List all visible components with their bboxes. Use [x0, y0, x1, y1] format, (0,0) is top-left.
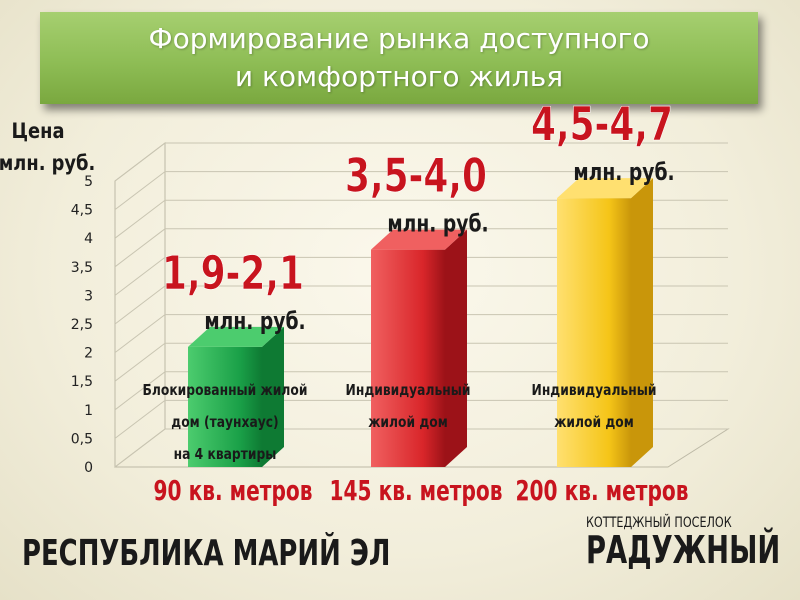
- bar-side: [445, 229, 467, 467]
- bar-description-line: дом (таунхаус): [171, 414, 278, 431]
- y-tick-label: 4,5: [71, 203, 93, 219]
- title-banner: Формирование рынка доступного и комфортн…: [40, 12, 758, 104]
- bar-front: [371, 249, 445, 467]
- bar-group: 3,5-4,0 млн. руб. Индивидуальный жилой дом 1…: [330, 149, 503, 507]
- bar-description-line: Индивидуальный: [532, 382, 657, 399]
- bar-description-line: на 4 квартиры: [174, 446, 277, 463]
- gridline: [114, 256, 728, 296]
- y-tick-label: 4: [84, 231, 93, 247]
- y-tick-label: 1: [84, 403, 93, 419]
- y-tick-label: 5: [84, 174, 93, 190]
- y-tick-label: 2: [84, 346, 93, 362]
- settlement-caption: КОТТЕДЖНЫЙ ПОСЕЛОК: [586, 514, 732, 531]
- bar-price-label: 4,5-4,7: [531, 98, 673, 152]
- bar-front: [188, 346, 262, 467]
- bar-description-line: жилой дом: [554, 414, 634, 431]
- bar-top: [557, 178, 653, 199]
- bar-price-label: 1,9-2,1: [162, 247, 304, 301]
- bar-series: 1,9-2,1 млн. руб. Блокированный жилой дом (…: [143, 98, 689, 507]
- bar-area-label: 200 кв. метров: [516, 474, 689, 507]
- y-tick-label: 2,5: [71, 317, 93, 333]
- gridline: [114, 228, 728, 268]
- gridline: [114, 142, 728, 182]
- gridline: [114, 399, 728, 439]
- bar-group: 4,5-4,7 млн. руб. Индивидуальный жилой дом 2…: [516, 98, 689, 507]
- bar-side: [631, 178, 653, 467]
- bar-description-line: жилой дом: [368, 414, 448, 431]
- y-axis-label-line-1: Цена: [12, 119, 65, 144]
- bar-front: [557, 198, 631, 467]
- bar-side: [262, 326, 284, 467]
- y-tick-label: 1,5: [71, 374, 93, 390]
- gridline: [114, 285, 728, 325]
- gridline: [114, 371, 728, 411]
- gridline: [114, 428, 728, 468]
- bar-area-label: 90 кв. метров: [154, 474, 313, 507]
- bar-unit-label: млн. руб.: [573, 159, 674, 187]
- title-line-1: Формирование рынка доступного: [148, 22, 650, 55]
- y-axis-ticks: 0 0,5 1 1,5 2 2,5 3 3,5 4 4,5 5: [71, 174, 93, 476]
- y-tick-label: 0: [84, 460, 93, 476]
- y-tick-label: 0,5: [71, 431, 93, 447]
- bar-top: [188, 326, 284, 347]
- bar-area-label: 145 кв. метров: [330, 474, 503, 507]
- gridline: [114, 171, 728, 210]
- bar-group: 1,9-2,1 млн. руб. Блокированный жилой дом (…: [143, 246, 313, 507]
- bar-description-line: Блокированный жилой: [143, 382, 308, 399]
- region-label: РЕСПУБЛИКА МАРИЙ ЭЛ: [22, 531, 390, 575]
- gridline: [114, 199, 728, 239]
- settlement-name: РАДУЖНЫЙ: [586, 526, 780, 572]
- bar-top: [371, 229, 467, 250]
- y-axis-label-line-2: млн. руб.: [0, 151, 95, 176]
- y-tick-label: 3,5: [71, 260, 93, 276]
- bar-price-label: 3,5-4,0: [345, 149, 487, 203]
- bar-description-line: Индивидуальный: [346, 382, 471, 399]
- y-tick-label: 3: [84, 288, 93, 304]
- title-line-2: и комфортного жилья: [234, 60, 564, 93]
- gridline: [114, 314, 728, 353]
- bar-unit-label: млн. руб.: [204, 308, 305, 336]
- bar-unit-label: млн. руб.: [387, 210, 488, 238]
- gridline: [114, 342, 728, 382]
